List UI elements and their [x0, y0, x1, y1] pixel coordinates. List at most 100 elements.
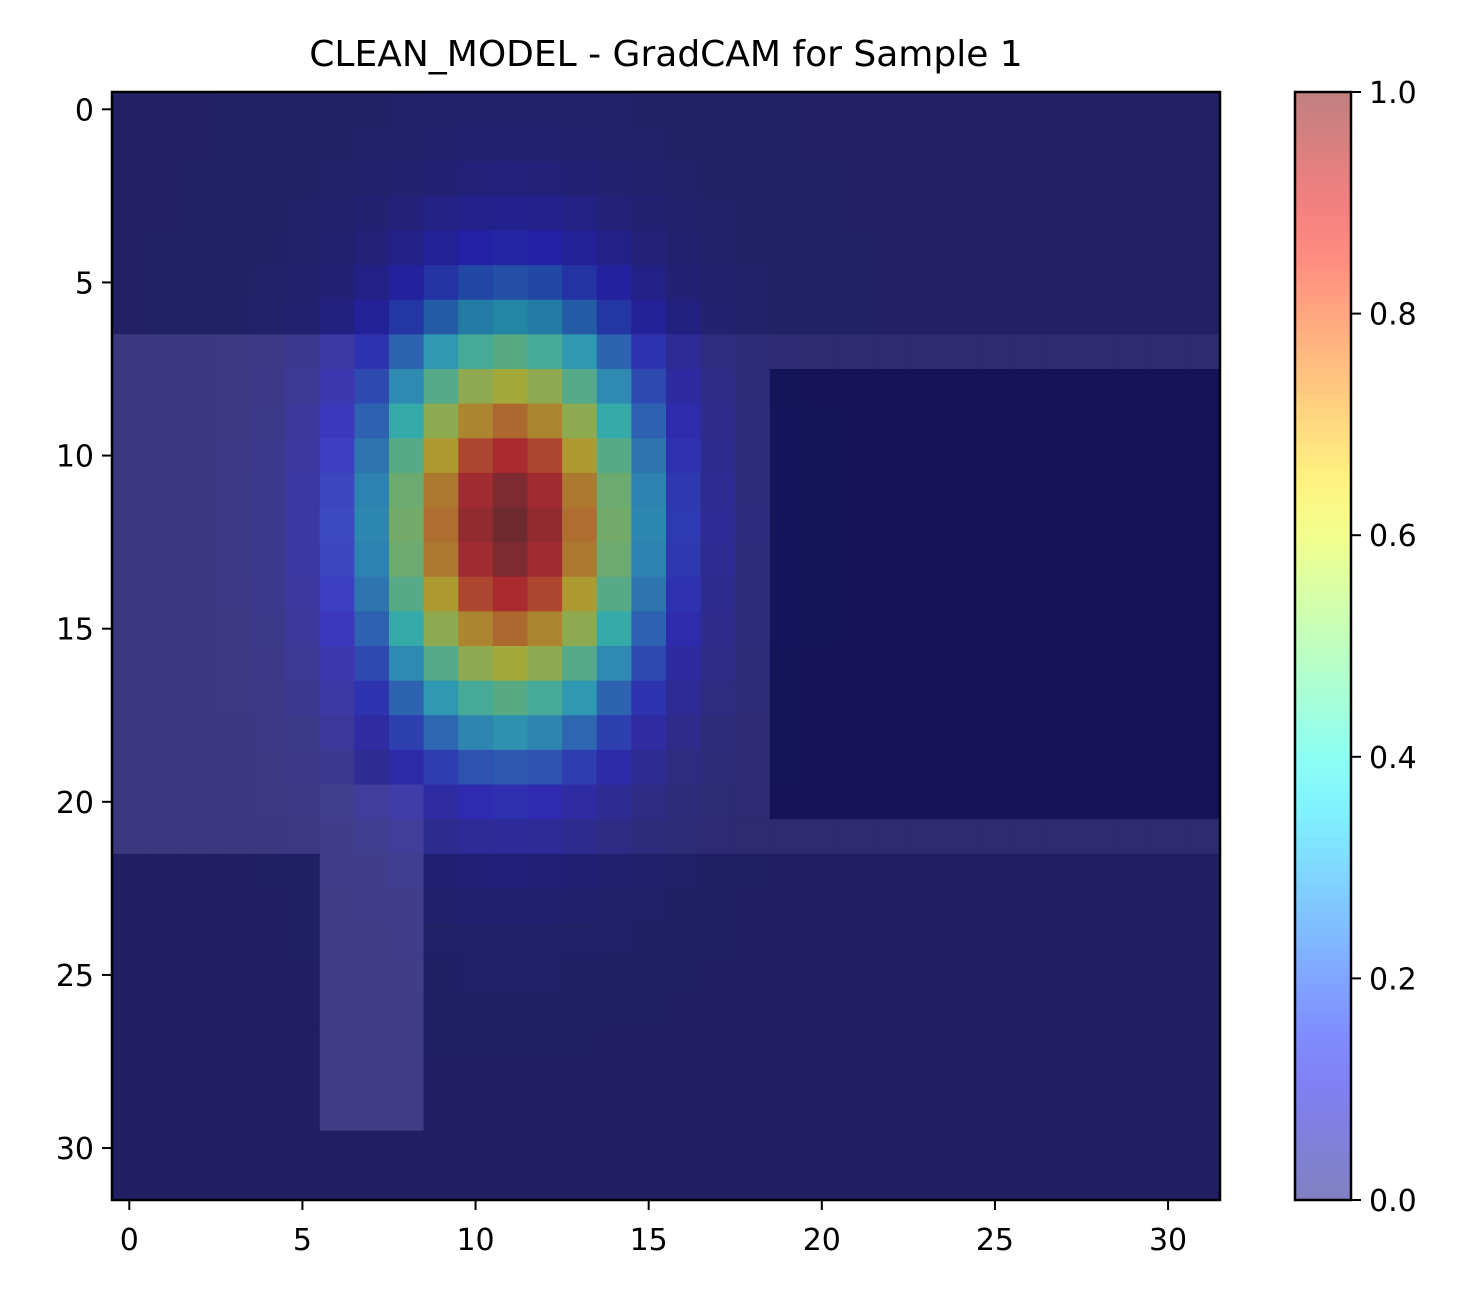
heatmap-cell [527, 576, 563, 612]
heatmap-cell [839, 611, 875, 647]
heatmap-cell [1116, 195, 1152, 232]
heatmap-cell [596, 888, 632, 924]
heatmap-cell [215, 542, 252, 578]
heatmap-cell [389, 853, 425, 889]
heatmap-cell [458, 576, 494, 612]
heatmap-cell [1116, 957, 1152, 993]
heatmap-cell [1150, 784, 1186, 820]
heatmap-cell [700, 265, 736, 301]
heatmap-cell [423, 646, 459, 682]
heatmap-cell [1116, 403, 1152, 439]
heatmap-cell [354, 542, 390, 578]
heatmap-cell [562, 1026, 598, 1063]
heatmap-cell [1185, 1165, 1221, 1201]
heatmap-cell [319, 195, 355, 232]
heatmap-cell [215, 576, 252, 612]
heatmap-cell [631, 230, 667, 266]
colorbar-tick-label: 1.0 [1369, 76, 1417, 111]
heatmap-cell [250, 923, 286, 959]
heatmap-cell [804, 542, 840, 578]
heatmap-cell [1046, 195, 1083, 232]
heatmap-cell [977, 334, 1013, 370]
heatmap-cell [1150, 230, 1186, 266]
heatmap-cell [354, 92, 390, 128]
heatmap-cell [873, 749, 909, 786]
y-tick-label: 25 [56, 959, 94, 994]
heatmap-cell [977, 161, 1013, 197]
heatmap-cell [1116, 715, 1152, 751]
heatmap-cell [527, 992, 563, 1028]
heatmap-cell [1012, 1165, 1048, 1201]
heatmap-cell [458, 715, 494, 751]
heatmap-cell [319, 1096, 355, 1132]
heatmap-cell [181, 1026, 217, 1063]
heatmap-cell [285, 403, 321, 439]
heatmap-cell [735, 853, 771, 889]
heatmap-cell [631, 403, 667, 439]
heatmap-cell [1012, 819, 1048, 855]
heatmap-cell [804, 369, 840, 405]
heatmap-cell [631, 784, 667, 820]
heatmap-cell [908, 472, 944, 509]
heatmap-cell [215, 923, 252, 959]
heatmap-cell [735, 1061, 771, 1097]
heatmap-cell [319, 1130, 355, 1166]
heatmap-cell [1150, 195, 1186, 232]
heatmap-cell [1185, 1096, 1221, 1132]
heatmap-cell [319, 923, 355, 959]
heatmap-cell [250, 646, 286, 682]
heatmap-cell [631, 1061, 667, 1097]
heatmap-cell [389, 576, 425, 612]
heatmap-cell [769, 611, 806, 647]
heatmap-cell [1116, 472, 1152, 509]
heatmap-cell [492, 265, 529, 301]
heatmap-cell [804, 680, 840, 716]
heatmap-cell [527, 957, 563, 993]
heatmap-cell [389, 230, 425, 266]
heatmap-cell [839, 1096, 875, 1132]
heatmap-cell [319, 230, 355, 266]
heatmap-cell [562, 334, 598, 370]
heatmap-cell [1150, 1096, 1186, 1132]
heatmap-cell [1012, 888, 1048, 924]
heatmap-cell [527, 230, 563, 266]
heatmap-cell [562, 992, 598, 1028]
heatmap-cell [666, 1026, 702, 1063]
heatmap-cell [492, 1026, 529, 1063]
heatmap-cell [700, 923, 736, 959]
heatmap-cell [700, 784, 736, 820]
heatmap-cell [839, 1061, 875, 1097]
heatmap-cell [804, 472, 840, 509]
heatmap-cell [700, 92, 736, 128]
heatmap-cell [112, 265, 148, 301]
heatmap-cell [250, 403, 286, 439]
heatmap-cell [839, 92, 875, 128]
heatmap-cell [250, 1096, 286, 1132]
heatmap-cell [492, 853, 529, 889]
heatmap-cell [492, 195, 529, 232]
heatmap-cell [1012, 715, 1048, 751]
heatmap-cell [112, 161, 148, 197]
heatmap-cell [146, 265, 182, 301]
heatmap-cell [458, 403, 494, 439]
heatmap-cell [181, 957, 217, 993]
heatmap-cell [977, 853, 1013, 889]
heatmap-cell [250, 507, 286, 543]
heatmap-cell [1012, 230, 1048, 266]
heatmap-cell [804, 161, 840, 197]
heatmap-cell [527, 715, 563, 751]
heatmap-cell [1150, 126, 1186, 162]
heatmap-cell [1012, 265, 1048, 301]
heatmap-cell [1116, 1096, 1152, 1132]
heatmap-cell [769, 334, 806, 370]
heatmap-cell [943, 126, 979, 162]
heatmap-cell [769, 749, 806, 786]
heatmap-cell [1116, 334, 1152, 370]
heatmap-cell [285, 992, 321, 1028]
heatmap-cell [423, 403, 459, 439]
heatmap-cell [1185, 646, 1221, 682]
heatmap-cell [666, 230, 702, 266]
heatmap-cell [146, 611, 182, 647]
heatmap-cell [1081, 992, 1117, 1028]
heatmap-cell [1081, 749, 1117, 786]
